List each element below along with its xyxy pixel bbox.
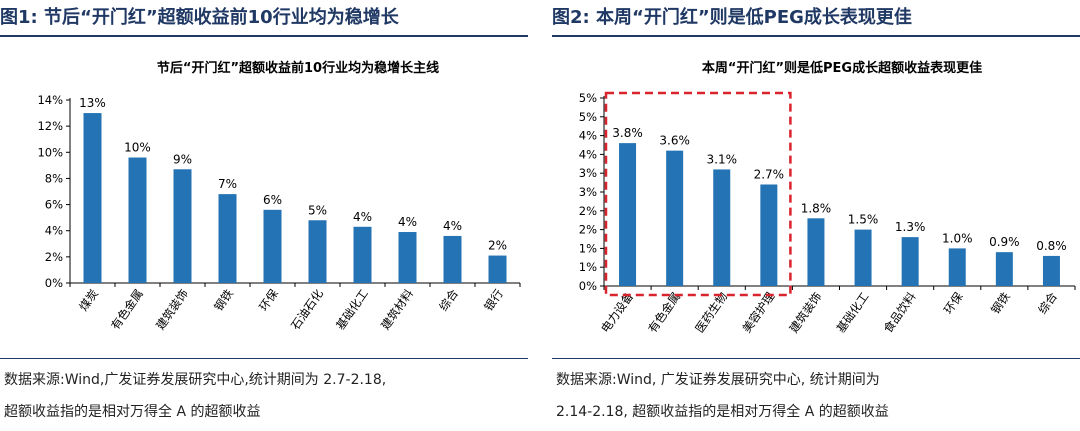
data-label: 2% [488, 239, 507, 253]
data-label: 1.0% [942, 231, 973, 245]
data-label: 7% [218, 177, 237, 191]
figure-title-left: 图1: 节后“开门红”超额收益前10行业均为稳增长 [0, 7, 399, 28]
title-rule-left [0, 35, 528, 37]
y-tick-label: 12% [37, 119, 63, 133]
data-label: 2.7% [754, 167, 785, 181]
y-tick-label: 6% [45, 198, 63, 212]
category-label: 建筑材料 [378, 286, 416, 332]
y-tick-label: 0% [579, 279, 597, 293]
figure-title-right: 图2: 本周“开门红”则是低PEG成长表现更佳 [552, 7, 912, 28]
data-label: 3.6% [659, 134, 690, 148]
category-label: 银行 [481, 287, 506, 314]
y-tick-label: 5% [579, 91, 597, 105]
data-label: 9% [173, 152, 192, 166]
y-tick-label: 4% [579, 147, 597, 161]
y-tick-label: 10% [37, 145, 63, 159]
data-label: 0.8% [1036, 239, 1067, 253]
chart-title: 本周“开门红”则是低PEG成长超额收益表现更佳 [702, 60, 982, 76]
bar [83, 113, 102, 283]
bar [901, 237, 919, 286]
bar [854, 229, 872, 286]
category-label: 食品饮料 [881, 289, 919, 335]
data-label: 1.3% [895, 220, 926, 234]
category-label: 煤炭 [76, 287, 101, 314]
category-label: 综合 [436, 286, 461, 313]
figure-panel-right: 图2: 本周“开门红”则是低PEG成长表现更佳 本周“开门红”则是低PEG成长超… [552, 0, 1080, 431]
bar [948, 248, 966, 286]
y-tick-label: 0% [45, 276, 63, 290]
y-tick-label: 5% [579, 110, 597, 124]
data-label: 4% [353, 210, 372, 224]
bar [218, 194, 237, 283]
bar [353, 226, 372, 283]
y-tick-label: 8% [45, 171, 63, 185]
chart-title: 节后“开门红”超额收益前10行业均为稳增长主线 [157, 60, 439, 76]
bar [807, 218, 825, 286]
source-note-left-line1: 数据来源:Wind,广发证券发展研究中心,统计期间为 2.7-2.18, [4, 372, 387, 388]
category-label: 基础化工 [333, 287, 371, 333]
category-label: 医药生物 [692, 290, 730, 336]
y-tick-label: 4% [579, 129, 597, 143]
data-label: 3.1% [707, 152, 738, 166]
source-rule-right [552, 358, 1080, 359]
category-label: 建筑装饰 [787, 290, 825, 336]
data-label: 1.5% [848, 213, 879, 227]
y-tick-label: 3% [579, 166, 597, 180]
data-label: 0.9% [989, 235, 1020, 249]
bar-chart-right: 本周“开门红”则是低PEG成长超额收益表现更佳 0% 1% 1% 2% 2% 3% 3% 4% 4… [579, 60, 1076, 336]
data-label: 10% [124, 141, 151, 155]
bar [995, 252, 1013, 286]
category-label: 有色金属 [108, 287, 146, 333]
bar [308, 220, 327, 283]
figure-panel-left: 图1: 节后“开门红”超额收益前10行业均为稳增长 节后“开门红”超额收益前10… [0, 0, 528, 431]
y-tick-label: 4% [45, 224, 63, 238]
category-label: 石油石化 [288, 286, 326, 332]
title-rule-right [552, 35, 1080, 37]
category-label: 基础化工 [834, 290, 872, 336]
data-label: 5% [308, 203, 327, 217]
highlight-box [604, 91, 792, 297]
y-tick-label: 3% [579, 185, 597, 199]
y-tick-label: 2% [579, 204, 597, 218]
data-label: 13% [79, 96, 106, 110]
category-label: 钢铁 [988, 289, 1013, 316]
bar [619, 143, 637, 286]
category-label: 环保 [256, 286, 281, 313]
data-label: 4% [398, 215, 417, 229]
bar [263, 209, 282, 283]
source-note-right-line1: 数据来源:Wind, 广发证券发展研究中心, 统计期间为 [556, 372, 880, 388]
source-note-left-line2: 超额收益指的是相对万得全 A 的超额收益 [4, 404, 261, 420]
bar [443, 235, 462, 283]
bar [173, 169, 192, 283]
data-label: 6% [263, 193, 282, 207]
category-label: 综合 [1035, 289, 1060, 316]
bar [713, 169, 731, 286]
category-label: 有色金属 [645, 290, 683, 336]
y-tick-label: 14% [37, 93, 63, 107]
data-label: 3.8% [612, 126, 643, 140]
bar [666, 150, 684, 286]
source-note-right-line2: 2.14-2.18, 超额收益指的是相对万得全 A 的超额收益 [556, 404, 889, 420]
y-tick-label: 1% [579, 260, 597, 274]
bar [760, 184, 778, 286]
bar-chart-left: 节后“开门红”超额收益前10行业均为稳增长主线 0% 2% 4% 6% 8% 10% 12% 1… [37, 60, 521, 333]
bar [128, 157, 147, 283]
category-label: 环保 [941, 289, 966, 316]
bar [1042, 255, 1060, 286]
y-tick-label: 2% [579, 223, 597, 237]
data-label: 4% [443, 219, 462, 233]
y-tick-label: 1% [579, 241, 597, 255]
category-label: 建筑装饰 [153, 287, 191, 333]
bar [398, 232, 417, 283]
y-tick-label: 2% [45, 250, 63, 264]
data-label: 1.8% [801, 201, 832, 215]
source-rule-left [0, 358, 528, 359]
category-label: 钢铁 [211, 286, 236, 313]
bar [488, 255, 507, 283]
